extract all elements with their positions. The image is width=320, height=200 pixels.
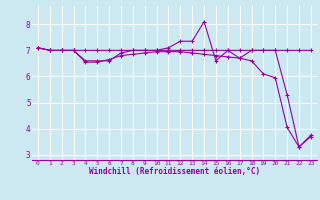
X-axis label: Windchill (Refroidissement éolien,°C): Windchill (Refroidissement éolien,°C) [89, 167, 260, 176]
